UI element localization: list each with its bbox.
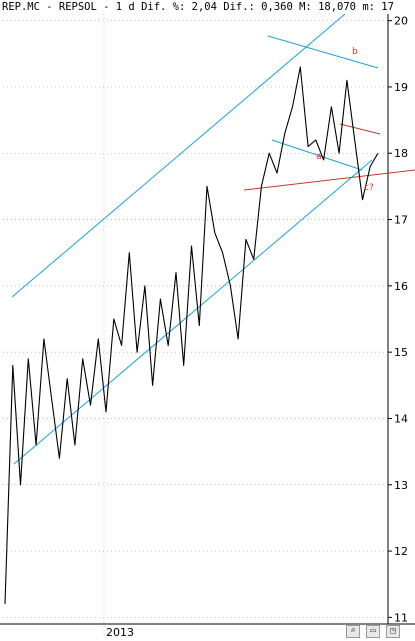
y-tick-label: 11 (394, 611, 408, 624)
wedge-lower-line (271, 139, 363, 171)
annotation-b: b (352, 47, 358, 57)
y-tick-label: 12 (394, 545, 408, 558)
window-icon[interactable]: ◳ (386, 625, 400, 638)
y-axis-ticks: 20 19 18 17 16 15 14 13 12 11 (388, 15, 408, 624)
resistance-line (339, 123, 381, 135)
channel-upper-line (11, 13, 346, 298)
x-axis-ticks: 2013 (106, 626, 134, 639)
grid-lines (0, 14, 415, 636)
price-line (4, 66, 379, 605)
y-tick-label: 16 (394, 280, 408, 293)
y-tick-label: 19 (394, 81, 408, 94)
annotation-a: a (316, 152, 322, 162)
wedge-upper-line (267, 35, 379, 69)
zoom-icon[interactable]: ⌕ (346, 625, 360, 638)
y-tick-label: 14 (394, 412, 408, 425)
scroll-icon[interactable]: ▭ (366, 625, 380, 638)
y-tick-label: 18 (394, 147, 408, 160)
y-tick-label: 20 (394, 15, 408, 28)
x-tick-label: 2013 (106, 626, 134, 639)
y-tick-label: 13 (394, 479, 408, 492)
annotation-c: c? (364, 183, 374, 193)
y-tick-label: 17 (394, 214, 408, 227)
channel-lower-line (13, 159, 373, 465)
chart-header: REP.MC - REPSOL - 1 d Dif. %: 2,04 Dif.:… (2, 1, 394, 13)
y-tick-label: 15 (394, 346, 408, 359)
trend-lines (11, 13, 415, 465)
support-line (243, 169, 415, 191)
